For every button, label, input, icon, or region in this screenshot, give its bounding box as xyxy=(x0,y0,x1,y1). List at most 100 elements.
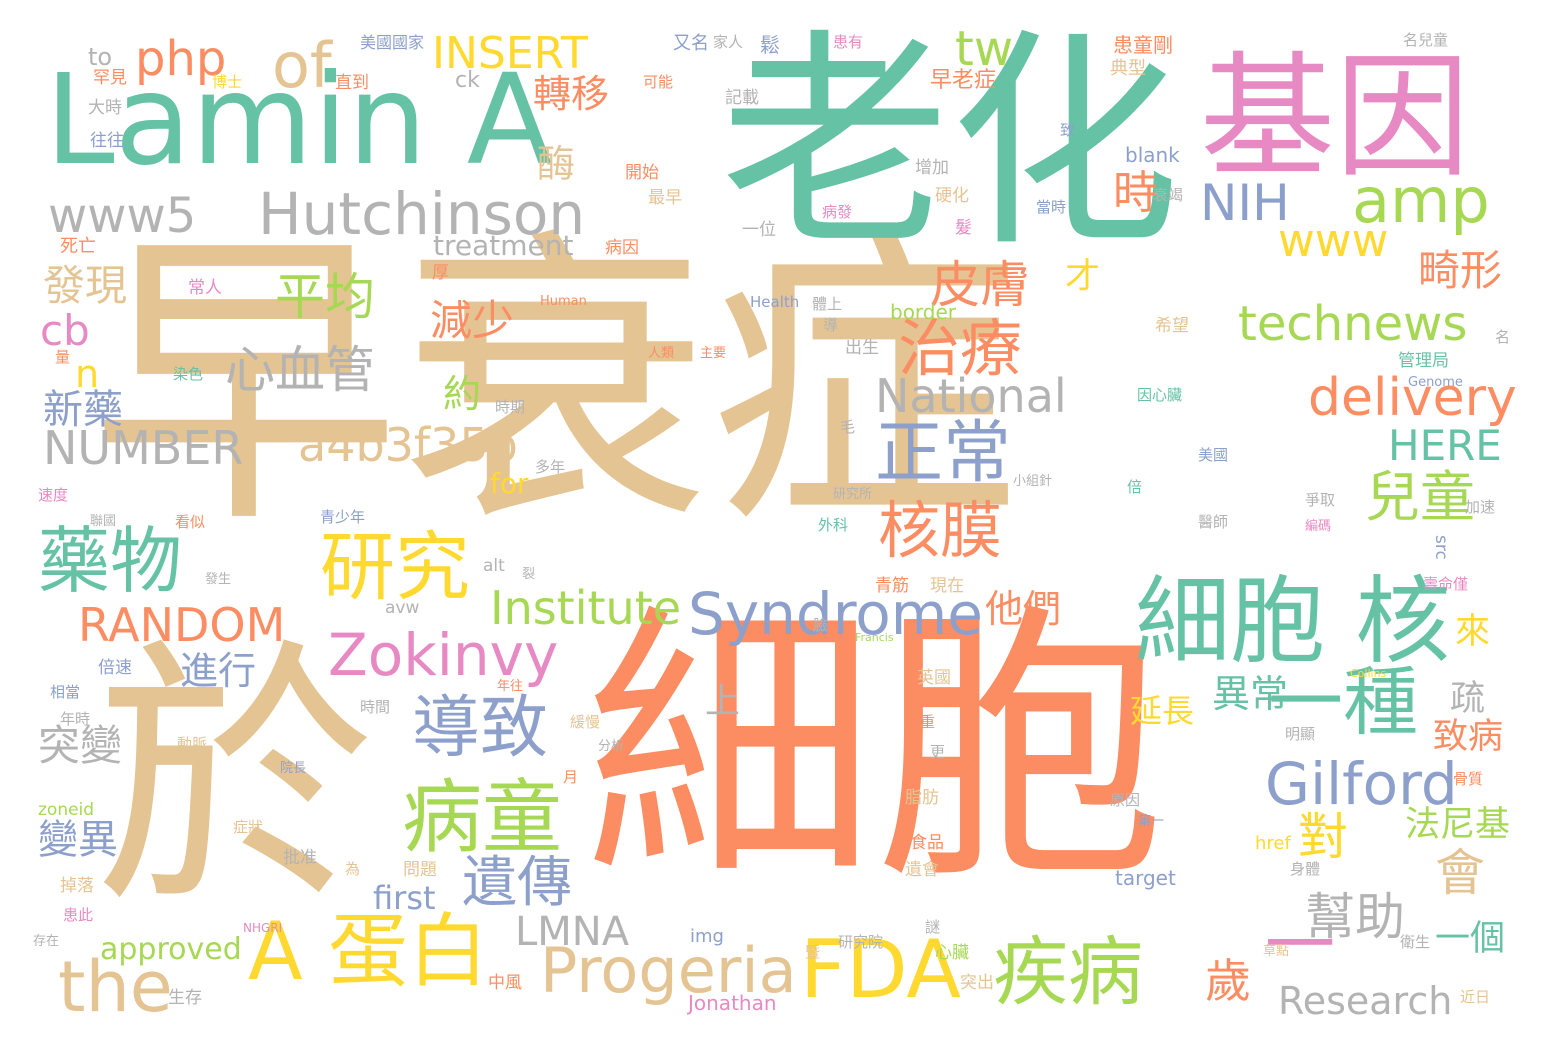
cloud-word: alt xyxy=(483,556,505,576)
cloud-word: 進行 xyxy=(180,649,257,693)
cloud-word: 醫師 xyxy=(1198,513,1229,531)
cloud-word: 食品 xyxy=(910,833,944,853)
cloud-word: 問題 xyxy=(403,860,437,880)
cloud-word: 動脈 xyxy=(177,735,208,753)
cloud-word: 年往 xyxy=(497,679,524,694)
cloud-word: 近日 xyxy=(1460,988,1491,1006)
cloud-word: 出生 xyxy=(845,338,879,358)
cloud-word: 一 xyxy=(1265,904,1335,986)
cloud-word: Jonathan xyxy=(688,991,777,1015)
cloud-word: 兒童 xyxy=(1365,465,1476,529)
cloud-word: avw xyxy=(385,598,420,618)
cloud-word: 酶 xyxy=(537,142,576,186)
cloud-word: 身體 xyxy=(1290,860,1321,878)
cloud-word: 生存 xyxy=(168,988,202,1008)
cloud-word: 第一 xyxy=(1138,814,1165,829)
cloud-word: border xyxy=(890,300,957,324)
cloud-word: 開始 xyxy=(625,163,659,183)
cloud-word: 治療 xyxy=(898,312,1023,385)
cloud-word: 幫助 xyxy=(1305,888,1405,946)
cloud-word: 倍速 xyxy=(98,658,132,678)
cloud-word: Genome xyxy=(1408,375,1463,390)
cloud-word: 暨 xyxy=(805,943,821,961)
cloud-word: 常人 xyxy=(188,278,222,298)
cloud-word: 壽命僅 xyxy=(1423,575,1469,593)
cloud-word: 典型 xyxy=(1110,58,1146,79)
cloud-word: 厚 xyxy=(432,263,449,283)
cloud-word: 因心臟 xyxy=(1137,386,1183,404)
cloud-word: 院長 xyxy=(280,761,307,776)
cloud-word: 最早 xyxy=(648,188,682,208)
cloud-word: 外科 xyxy=(818,516,849,534)
cloud-word: 染色 xyxy=(173,365,204,383)
cloud-word: INSERT xyxy=(432,28,588,79)
cloud-word: 草點 xyxy=(1263,944,1290,959)
cloud-word: 批准 xyxy=(283,848,317,868)
cloud-word: 細胞 核 xyxy=(1135,567,1451,677)
cloud-word: 青少年 xyxy=(320,508,366,526)
cloud-word: 異常 xyxy=(1212,672,1289,716)
cloud-word: 平均 xyxy=(275,268,375,326)
cloud-word: 會 xyxy=(1435,844,1485,902)
cloud-word: to xyxy=(88,43,113,71)
cloud-word: www xyxy=(1278,214,1389,267)
cloud-word: 加速 xyxy=(1465,498,1496,516)
cloud-word: 硬化 xyxy=(935,186,969,206)
cloud-word: 正常 xyxy=(875,414,1012,493)
cloud-word: 心血管 xyxy=(225,341,375,399)
cloud-word: 發現 xyxy=(43,261,128,310)
cloud-word: 時 xyxy=(1113,166,1159,219)
cloud-word: 臉 xyxy=(813,616,829,634)
cloud-word: 美國國家 xyxy=(360,33,425,52)
cloud-word: a4b3f35b xyxy=(298,418,518,472)
cloud-word: 變異 xyxy=(38,817,118,863)
cloud-word: 疏 xyxy=(1450,679,1486,719)
cloud-word: 衰竭 xyxy=(1153,186,1184,204)
cloud-word: 毛 xyxy=(840,418,856,436)
cloud-word: cb xyxy=(40,306,90,355)
cloud-word: 相當 xyxy=(50,683,81,701)
cloud-word: 記載 xyxy=(725,88,759,108)
cloud-word: 遺傳 xyxy=(462,850,573,914)
cloud-word: approved xyxy=(100,932,242,967)
cloud-word: delivery xyxy=(1308,368,1517,428)
cloud-word: 明顯 xyxy=(1285,725,1316,743)
cloud-word: Research xyxy=(1278,979,1453,1023)
cloud-word: of xyxy=(272,29,332,102)
cloud-word: Human xyxy=(540,294,587,309)
cloud-word: Health xyxy=(750,293,800,311)
cloud-word: first xyxy=(373,879,436,917)
cloud-word: the xyxy=(58,946,173,1028)
cloud-word: Lamin A xyxy=(45,48,553,193)
cloud-word: 衛生 xyxy=(1400,933,1431,951)
cloud-word: 減少 xyxy=(430,296,515,345)
cloud-word: 導 xyxy=(823,316,839,334)
cloud-word: 藥物 xyxy=(38,519,183,603)
cloud-word: NIH xyxy=(1200,174,1290,232)
cloud-word: 謎 xyxy=(925,918,941,936)
cloud-word: 病發 xyxy=(822,203,853,221)
cloud-word: 博士 xyxy=(212,73,243,91)
cloud-word: 現在 xyxy=(930,576,964,596)
cloud-word: amp xyxy=(1352,164,1490,237)
cloud-word: zoneid xyxy=(38,800,95,820)
cloud-word: Collins xyxy=(1350,667,1387,680)
cloud-word: 致病 xyxy=(1433,717,1504,757)
cloud-word: 為 xyxy=(345,860,361,878)
cloud-word: 早衰症 xyxy=(90,204,1020,565)
cloud-word: 緩慢 xyxy=(570,713,601,731)
cloud-word: 他們 xyxy=(985,587,1062,631)
cloud-word: 延長 xyxy=(1130,692,1195,730)
cloud-word: 患此 xyxy=(63,906,94,924)
cloud-word: 患有 xyxy=(833,33,864,51)
cloud-word: Institute xyxy=(490,581,682,635)
cloud-word: 突變 xyxy=(38,721,123,770)
cloud-word: 鬆 xyxy=(760,33,780,57)
cloud-word: 往往 xyxy=(90,131,124,151)
cloud-word: National xyxy=(875,369,1067,423)
cloud-word: 英國 xyxy=(917,668,951,688)
cloud-word: 可能 xyxy=(643,73,674,91)
cloud-word: 掉落 xyxy=(60,876,94,896)
cloud-word: 歲 xyxy=(1205,954,1251,1008)
